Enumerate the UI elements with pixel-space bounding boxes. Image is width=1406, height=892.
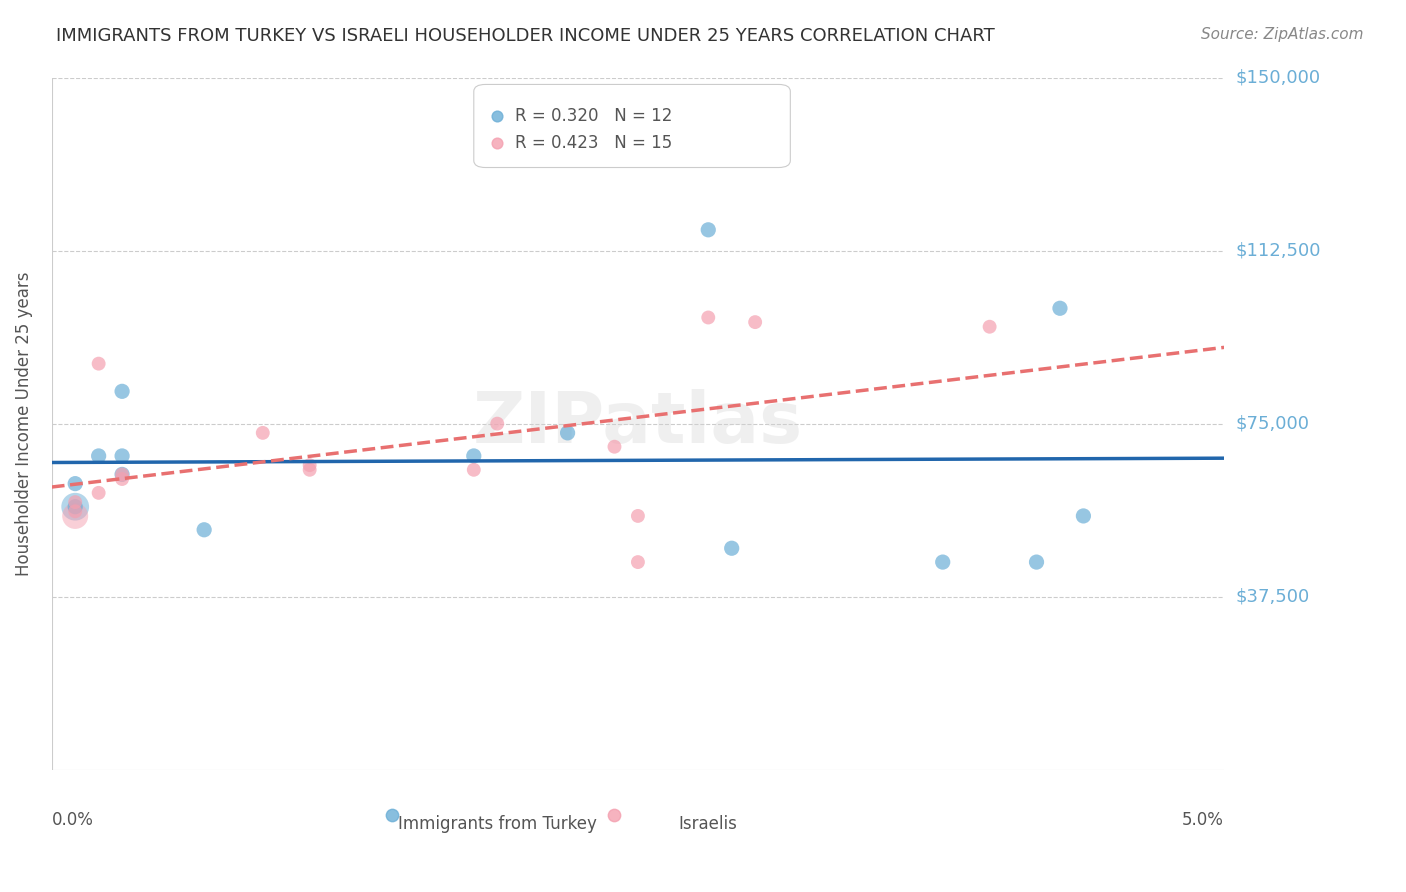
Text: R = 0.423   N = 15: R = 0.423 N = 15 [515, 135, 672, 153]
Point [111, 384, 134, 399]
Text: $37,500: $37,500 [1236, 588, 1309, 606]
Point [720, 541, 742, 556]
Point [63, 476, 86, 491]
Text: $150,000: $150,000 [1236, 69, 1320, 87]
Text: 5.0%: 5.0% [1182, 812, 1225, 830]
Point [697, 223, 720, 237]
Point [486, 417, 509, 431]
Point [298, 458, 321, 472]
Point [111, 467, 134, 482]
Text: Israelis: Israelis [679, 814, 738, 833]
Text: $112,500: $112,500 [1236, 242, 1320, 260]
Point [1049, 301, 1071, 316]
Point [63, 508, 86, 523]
Text: R = 0.320   N = 12: R = 0.320 N = 12 [515, 106, 672, 125]
Point [298, 463, 321, 477]
Text: ZIPatlas: ZIPatlas [472, 389, 803, 458]
Point [627, 508, 650, 523]
Point [252, 425, 274, 440]
Point [111, 472, 134, 486]
Y-axis label: Householder Income Under 25 years: Householder Income Under 25 years [15, 271, 32, 576]
Point [603, 440, 626, 454]
Point [63, 500, 86, 514]
Text: $75,000: $75,000 [1236, 415, 1309, 433]
Point [697, 310, 720, 325]
Point [1025, 555, 1047, 569]
Point [463, 449, 485, 463]
Point [87, 486, 110, 500]
Point [979, 319, 1001, 334]
Point [463, 463, 485, 477]
Point [744, 315, 766, 329]
Point [193, 523, 215, 537]
Text: 0.0%: 0.0% [52, 812, 94, 830]
Point [1073, 508, 1095, 523]
Point [87, 449, 110, 463]
Point [87, 357, 110, 371]
Point [63, 495, 86, 509]
Point [932, 555, 955, 569]
Point [627, 555, 650, 569]
Point [111, 449, 134, 463]
Point [557, 425, 579, 440]
Point [63, 500, 86, 514]
Text: Immigrants from Turkey: Immigrants from Turkey [398, 814, 596, 833]
Text: IMMIGRANTS FROM TURKEY VS ISRAELI HOUSEHOLDER INCOME UNDER 25 YEARS CORRELATION : IMMIGRANTS FROM TURKEY VS ISRAELI HOUSEH… [56, 27, 995, 45]
Point [63, 504, 86, 518]
FancyBboxPatch shape [474, 85, 790, 168]
Point [111, 467, 134, 482]
Text: Source: ZipAtlas.com: Source: ZipAtlas.com [1201, 27, 1364, 42]
